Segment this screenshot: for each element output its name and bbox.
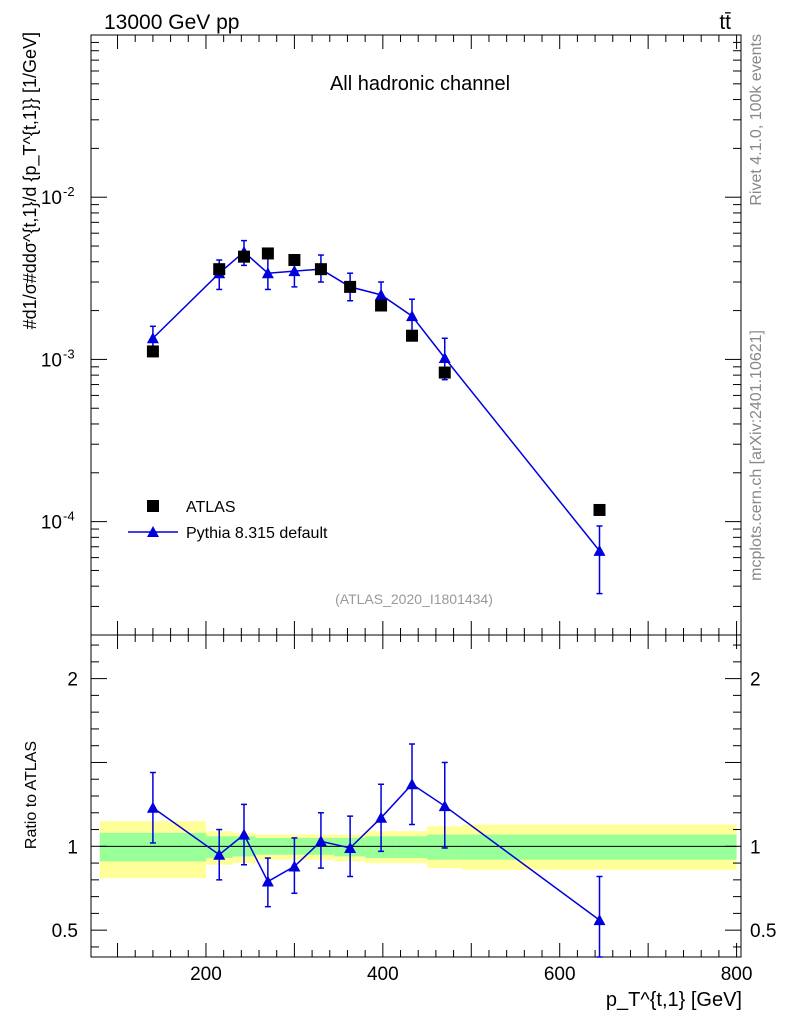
band-inner-10: [462, 834, 737, 860]
ratio-point-5: [314, 835, 327, 847]
ratio-frame: [90, 634, 742, 958]
ratio-point-9: [438, 800, 451, 812]
ratio-y-tick-label-right-1: 1: [750, 837, 761, 858]
process-label: tt̄: [719, 11, 731, 34]
legend-pythia-marker: [147, 526, 159, 537]
ratio-point-4: [288, 860, 301, 872]
legend-atlas-label: ATLAS: [186, 499, 236, 516]
ratio-point-6: [344, 841, 357, 853]
main-panel: 10-210-310-4: [41, 34, 742, 636]
ratio-uncertainty-bands: [99, 821, 737, 879]
y-axis-label-ratio: Ratio to ATLAS: [23, 741, 40, 849]
ratio-point-3: [261, 875, 274, 887]
atlas-point-5: [314, 263, 327, 276]
legend-pythia-label: Pythia 8.315 default: [186, 525, 328, 542]
ratio-y-tick-label-right-2: 2: [750, 670, 761, 691]
y-tick-label-1: 10: [41, 350, 62, 371]
ratio-point-7: [375, 811, 388, 823]
atlas-point-2: [237, 250, 250, 263]
y-axis-label-main: #d1/σ#ddσ^{t,1}/d {p_T^{t,1}} [1/GeV]: [20, 32, 41, 329]
ratio-point-8: [406, 778, 419, 790]
ratio-point-1: [213, 848, 226, 860]
plot-title: All hadronic channel: [330, 73, 510, 95]
y-tick-label-2: 10: [41, 513, 62, 534]
atlas-point-3: [261, 247, 274, 260]
ratio-y-tick-label-left-2: 2: [67, 670, 78, 691]
x-axis-label: p_T^{t,1} [GeV]: [606, 989, 742, 1011]
mcplots-label: mcplots.cern.ch [arXiv:2401.10621]: [748, 330, 765, 581]
ratio-y-tick-label-left-0.5: 0.5: [52, 921, 78, 942]
pythia-point-9: [438, 352, 451, 364]
atlas-point-8: [406, 329, 419, 342]
legend: ATLAS Pythia 8.315 default: [128, 499, 328, 542]
y-tick-exponent-1: -3: [63, 346, 75, 361]
ratio-point-2: [237, 828, 250, 840]
y-tick-exponent-2: -4: [63, 509, 75, 524]
atlas-point-1: [213, 263, 226, 276]
pythia-point-7: [375, 288, 388, 300]
atlas-point-6: [344, 280, 357, 293]
pythia-point-10: [593, 544, 606, 556]
ratio-point-10: [593, 914, 606, 926]
rivet-version-label: Rivet 4.1.0, 100k events: [748, 34, 765, 206]
x-tick-label-800: 800: [721, 964, 753, 985]
pythia-point-3: [261, 267, 274, 279]
x-tick-label-200: 200: [190, 964, 222, 985]
pythia-point-4: [288, 265, 301, 277]
ratio-y-tick-label-right-0.5: 0.5: [750, 921, 776, 942]
atlas-point-7: [375, 299, 388, 312]
legend-atlas-marker: [147, 500, 159, 512]
ratio-y-tick-label-left-1: 1: [67, 837, 78, 858]
analysis-tag: (ATLAS_2020_I1801434): [335, 591, 493, 607]
x-tick-label-600: 600: [544, 964, 576, 985]
atlas-point-0: [146, 345, 159, 358]
atlas-point-4: [288, 254, 301, 267]
pythia-point-8: [406, 310, 419, 322]
ratio-panel: 200 400 600 800 0.5 0.5 1 1 2 2: [52, 634, 776, 985]
atlas-point-10: [593, 503, 606, 516]
collision-header: 13000 GeV pp: [104, 11, 239, 34]
band-inner-8: [396, 836, 428, 859]
x-tick-label-400: 400: [367, 964, 399, 985]
y-tick-label-0: 10: [41, 188, 62, 209]
y-tick-exponent-0: -2: [63, 184, 75, 199]
atlas-point-9: [438, 366, 451, 379]
pythia-point-0: [146, 332, 159, 344]
ratio-point-0: [146, 801, 159, 813]
